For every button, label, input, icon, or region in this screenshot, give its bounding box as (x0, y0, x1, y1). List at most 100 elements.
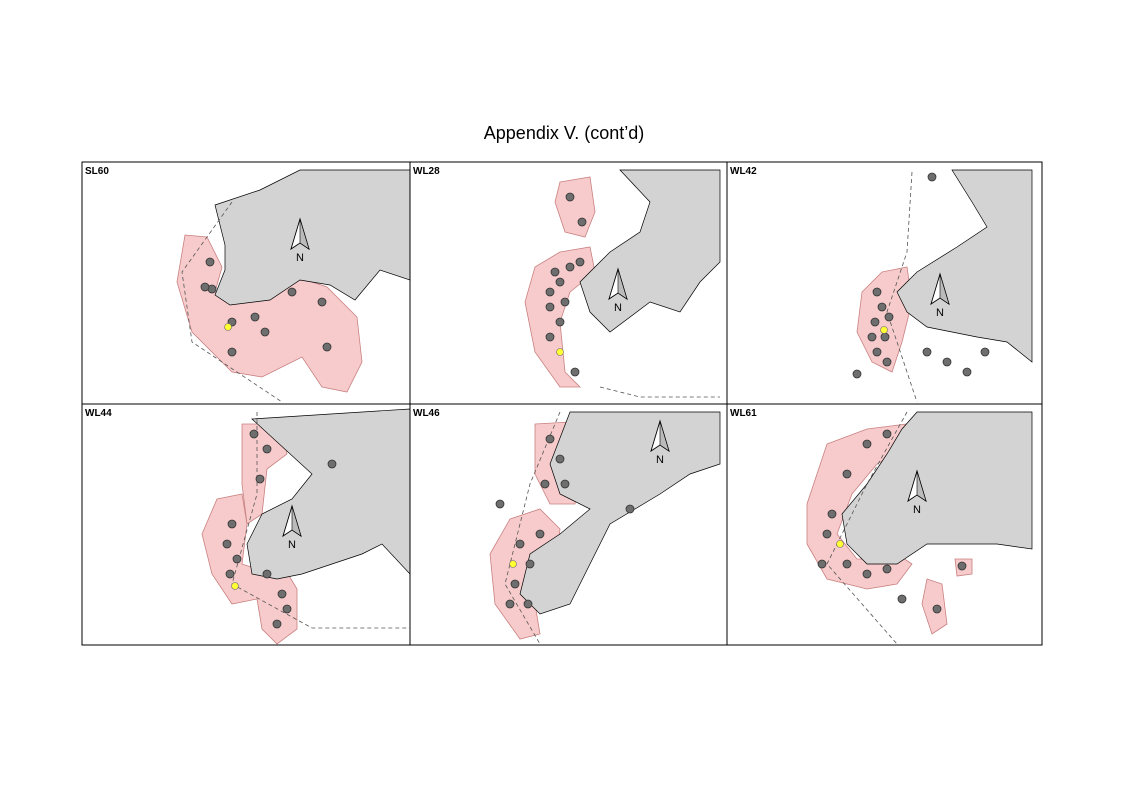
location-point (884, 312, 894, 322)
location-point (575, 257, 585, 267)
boundary-line (504, 411, 561, 645)
map-panel: N WL42 (726, 161, 1043, 405)
location-point (525, 559, 535, 569)
north-label: N (614, 302, 622, 314)
location-point (515, 539, 525, 549)
location-point (222, 539, 232, 549)
location-point (545, 434, 555, 444)
location-point (255, 474, 265, 484)
north-label: N (936, 307, 944, 319)
location-point (277, 589, 287, 599)
north-label: N (296, 252, 304, 264)
panel-label: WL61 (730, 408, 757, 419)
release-point (836, 540, 844, 548)
location-point (523, 599, 533, 609)
location-point (545, 302, 555, 312)
location-point (540, 479, 550, 489)
location-point (555, 277, 565, 287)
release-point (509, 560, 517, 568)
location-point (570, 367, 580, 377)
north-label: N (288, 539, 296, 551)
boundary-line (181, 201, 283, 403)
north-arrow-shade (939, 273, 950, 305)
location-point (545, 287, 555, 297)
north-arrow-shade (617, 268, 628, 300)
location-point (882, 429, 892, 439)
location-point (535, 529, 545, 539)
land (841, 411, 1033, 565)
map-content: N (489, 411, 721, 645)
location-point (272, 619, 282, 629)
north-arrow-shade (916, 470, 927, 502)
location-point (550, 267, 560, 277)
location-point (232, 554, 242, 564)
map-panel: N WL46 (409, 403, 728, 646)
map-content: N (176, 169, 410, 403)
location-point (225, 569, 235, 579)
panel-label: WL28 (413, 166, 440, 177)
panel-label: WL42 (730, 166, 757, 177)
location-point (862, 439, 872, 449)
map-panel: N WL61 (726, 403, 1043, 646)
land (214, 169, 410, 306)
location-point (205, 257, 215, 267)
location-point (227, 519, 237, 529)
location-point (510, 579, 520, 589)
boundary-line (886, 171, 918, 403)
location-point (980, 347, 990, 357)
map-content: N (524, 169, 721, 398)
location-point (942, 357, 952, 367)
location-point (872, 347, 882, 357)
north-arrow-shade (659, 420, 670, 452)
location-point (962, 367, 972, 377)
location-point (505, 599, 515, 609)
north-label: N (913, 504, 921, 516)
location-point (200, 282, 210, 292)
boundary-line (826, 411, 908, 645)
location-point (817, 559, 827, 569)
release-point (231, 582, 239, 590)
location-point (822, 529, 832, 539)
map-content: N (852, 169, 1033, 403)
location-point (877, 302, 887, 312)
north-arrow-shade (291, 505, 302, 537)
location-point (555, 317, 565, 327)
location-point (560, 479, 570, 489)
panel-label: WL46 (413, 408, 440, 419)
location-point (545, 332, 555, 342)
figure-title: Appendix V. (cont’d) (484, 123, 644, 143)
land (579, 169, 721, 333)
land (246, 408, 410, 580)
release-point (880, 326, 888, 334)
land (519, 411, 721, 615)
location-point (577, 217, 587, 227)
land (896, 169, 1033, 363)
location-point (282, 604, 292, 614)
location-point (327, 459, 337, 469)
location-point (322, 342, 332, 352)
panel-label: WL44 (85, 408, 112, 419)
boundary-line (599, 386, 720, 398)
location-point (317, 297, 327, 307)
location-point (922, 347, 932, 357)
map-content: N (806, 411, 1033, 645)
map-content: N (201, 408, 410, 645)
location-point (882, 564, 892, 574)
location-point (932, 604, 942, 614)
location-point (495, 499, 505, 509)
location-point (842, 469, 852, 479)
location-point (867, 332, 877, 342)
location-point (957, 561, 967, 571)
location-point (852, 369, 862, 379)
range-area (524, 246, 596, 388)
location-point (260, 327, 270, 337)
map-grid: N SL60 N WL28 N WL42 N WL44 N WL46 N WL61 (81, 161, 1043, 646)
location-point (870, 317, 880, 327)
location-point (927, 172, 937, 182)
range-area (554, 176, 596, 238)
location-point (560, 297, 570, 307)
location-point (249, 429, 259, 439)
north-label: N (656, 454, 664, 466)
